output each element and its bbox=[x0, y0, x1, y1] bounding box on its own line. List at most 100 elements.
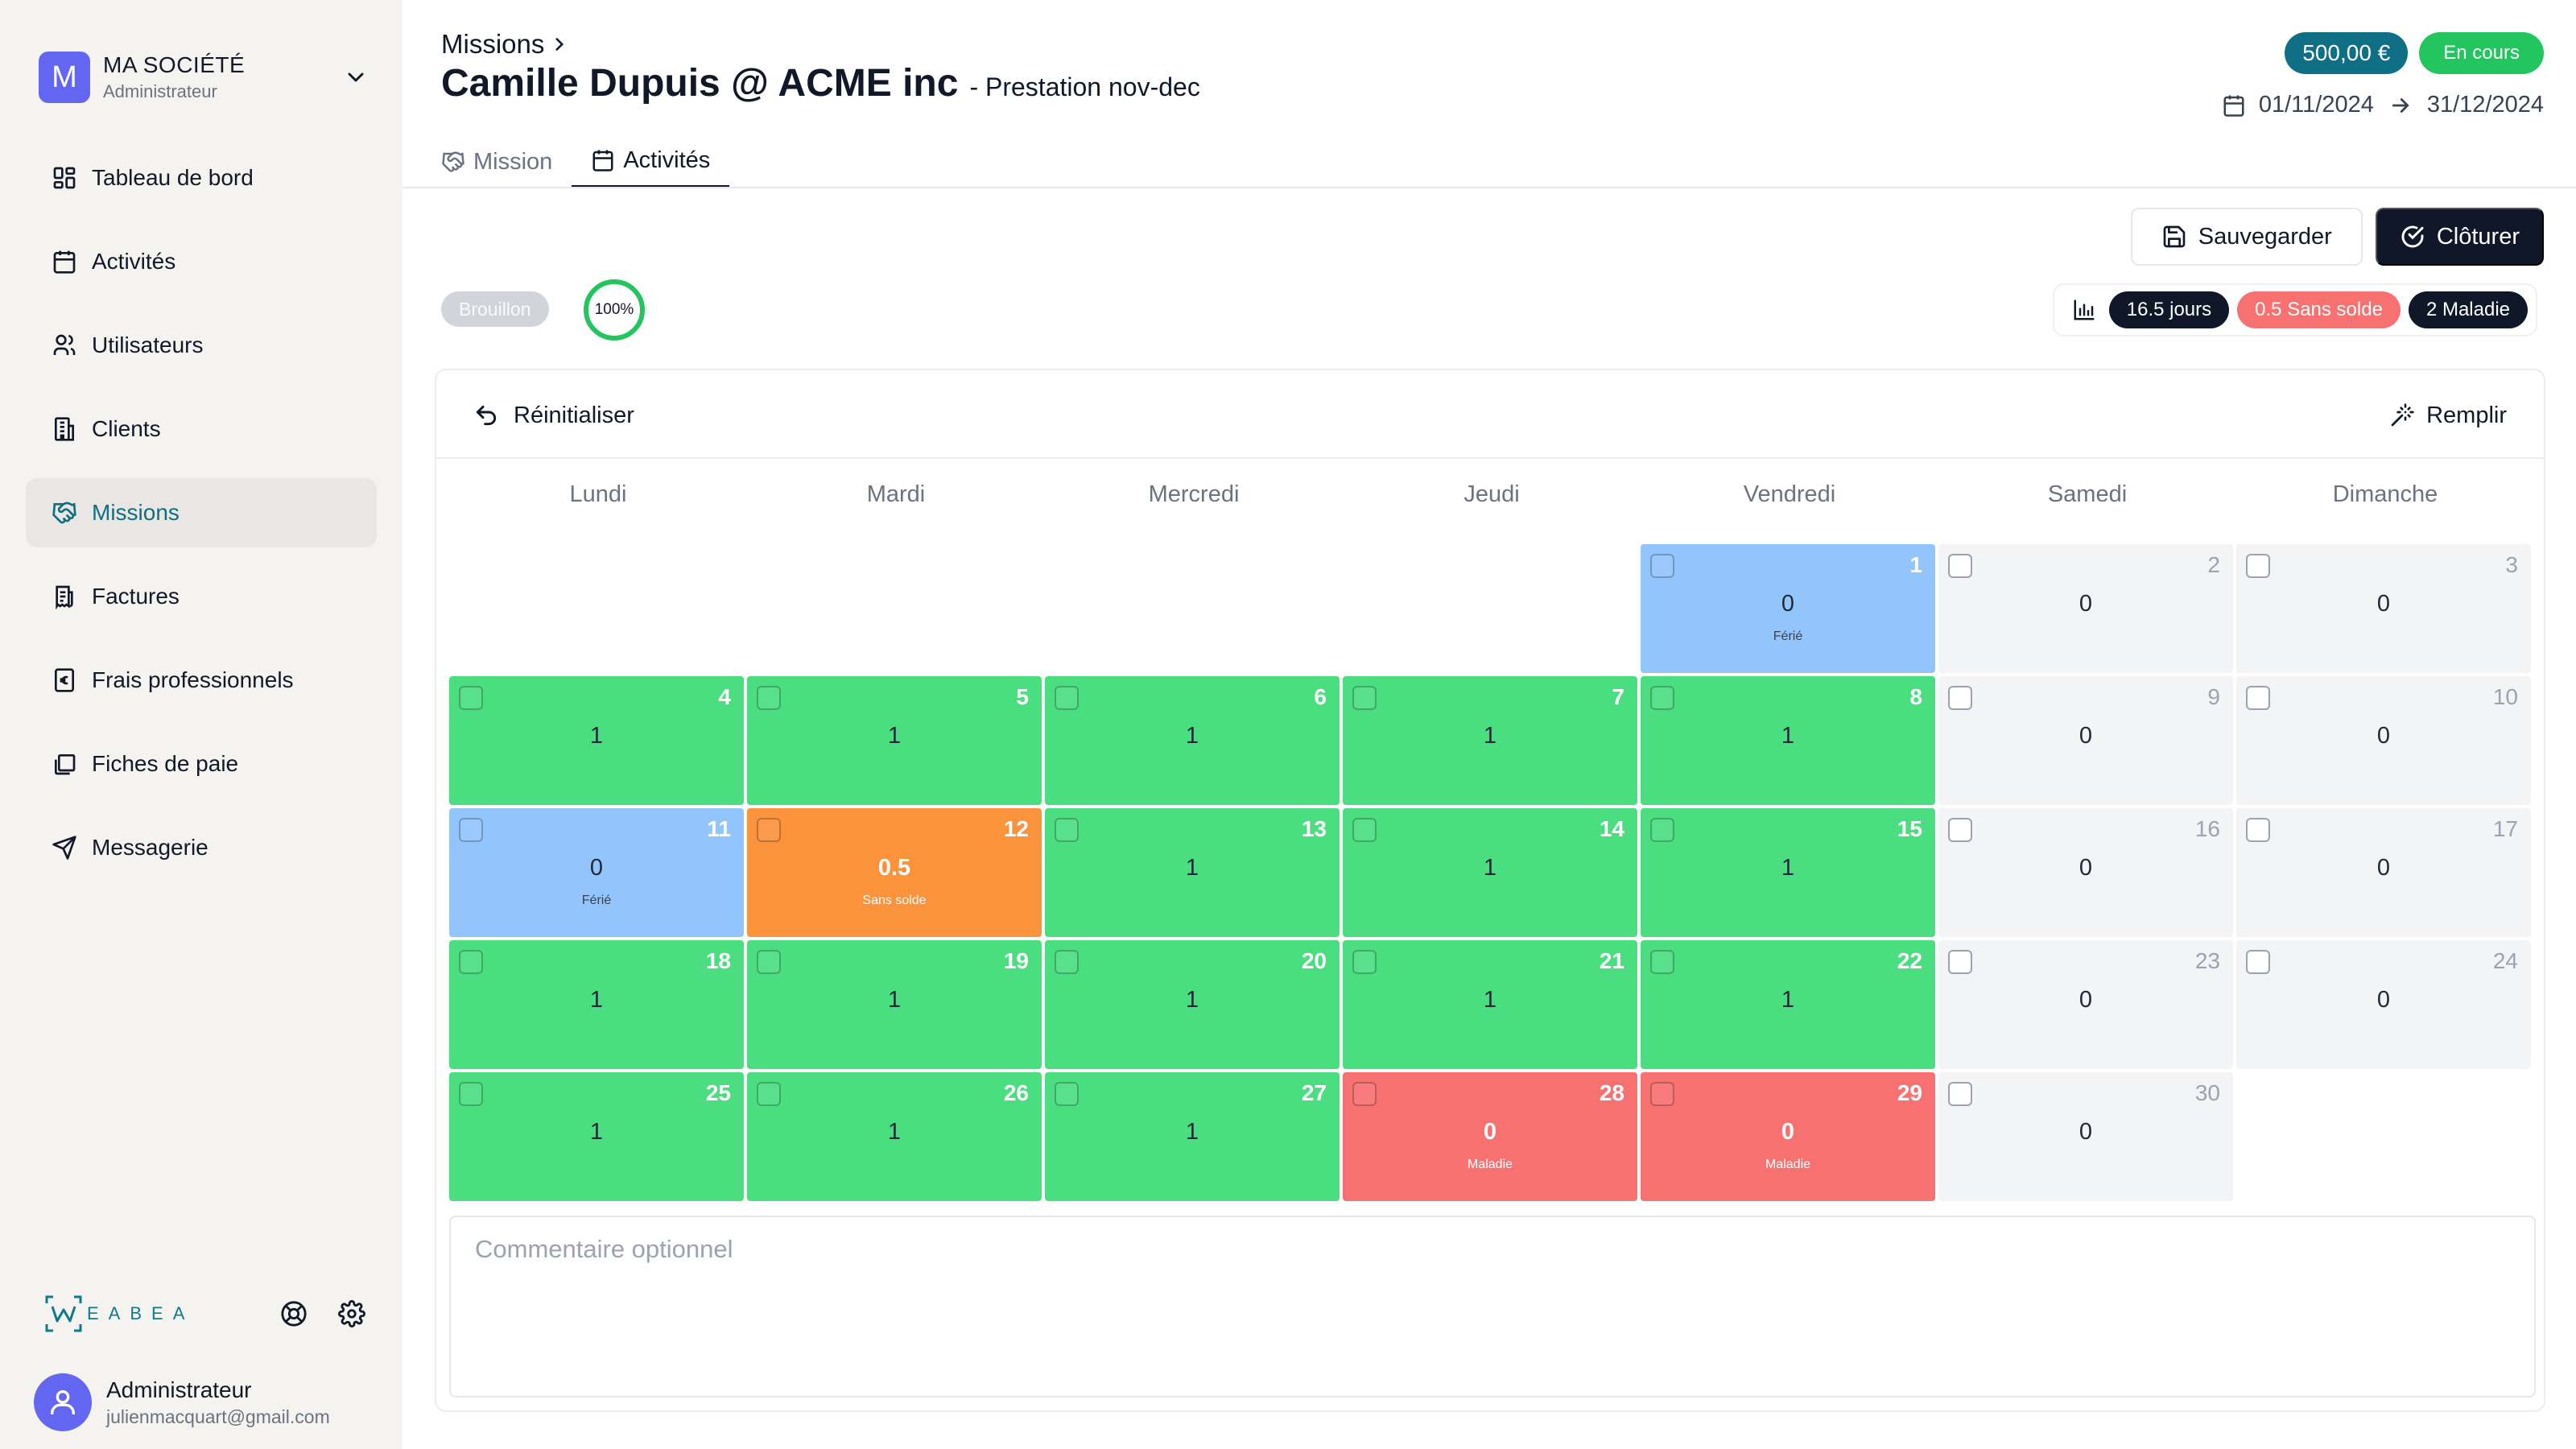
day-checkbox[interactable] bbox=[1055, 818, 1079, 842]
day-value[interactable]: 0 bbox=[2079, 987, 2093, 1013]
help-lifebuoy-icon[interactable] bbox=[280, 1300, 308, 1327]
day-checkbox[interactable] bbox=[1055, 1082, 1079, 1106]
day-value[interactable]: 0.5 bbox=[877, 855, 911, 881]
day-value[interactable]: 0 bbox=[2079, 591, 2093, 617]
day-checkbox[interactable] bbox=[757, 1082, 781, 1106]
sidebar-item-messaging[interactable]: Messagerie bbox=[26, 813, 377, 882]
calendar-day-cell[interactable]: 29 0 Maladie bbox=[1641, 1072, 1935, 1201]
day-value[interactable]: 1 bbox=[1185, 1119, 1199, 1145]
day-checkbox[interactable] bbox=[1650, 818, 1674, 842]
day-value[interactable]: 0 bbox=[1483, 1119, 1497, 1145]
day-value[interactable]: 0 bbox=[2376, 591, 2391, 617]
day-checkbox[interactable] bbox=[1948, 554, 1972, 578]
gear-icon[interactable] bbox=[338, 1300, 365, 1327]
day-value[interactable]: 1 bbox=[887, 1119, 902, 1145]
chevron-down-icon[interactable] bbox=[343, 64, 369, 90]
breadcrumb-missions[interactable]: Missions bbox=[441, 29, 545, 59]
reset-button[interactable]: Réinitialiser bbox=[473, 394, 634, 436]
day-checkbox[interactable] bbox=[2246, 554, 2270, 578]
calendar-day-cell[interactable]: 20 1 bbox=[1045, 940, 1340, 1069]
calendar-day-cell[interactable]: 30 0 bbox=[1938, 1072, 2233, 1201]
day-checkbox[interactable] bbox=[1055, 686, 1079, 710]
day-value[interactable]: 0 bbox=[2079, 1119, 2093, 1145]
calendar-day-cell[interactable]: 12 0.5 Sans solde bbox=[747, 808, 1042, 937]
day-value[interactable]: 1 bbox=[1781, 723, 1795, 749]
company-switcher[interactable]: M MA SOCIÉTÉ Administrateur bbox=[39, 50, 369, 105]
day-checkbox[interactable] bbox=[2246, 818, 2270, 842]
sidebar-item-activities[interactable]: Activités bbox=[26, 227, 377, 296]
breadcrumb[interactable]: Missions bbox=[441, 29, 570, 60]
day-value[interactable]: 1 bbox=[589, 1119, 604, 1145]
day-checkbox[interactable] bbox=[459, 818, 483, 842]
calendar-day-cell[interactable]: 16 0 bbox=[1938, 808, 2233, 937]
day-value[interactable]: 0 bbox=[2079, 723, 2093, 749]
calendar-day-cell[interactable]: 11 0 Férié bbox=[449, 808, 744, 937]
day-value[interactable]: 1 bbox=[1781, 855, 1795, 881]
day-value[interactable]: 1 bbox=[1781, 987, 1795, 1013]
day-value[interactable]: 1 bbox=[589, 987, 604, 1013]
calendar-day-cell[interactable]: 22 1 bbox=[1641, 940, 1935, 1069]
day-checkbox[interactable] bbox=[2246, 686, 2270, 710]
day-checkbox[interactable] bbox=[1948, 686, 1972, 710]
calendar-day-cell[interactable]: 27 1 bbox=[1045, 1072, 1340, 1201]
day-value[interactable]: 0 bbox=[1781, 591, 1795, 617]
day-checkbox[interactable] bbox=[1948, 1082, 1972, 1106]
day-value[interactable]: 0 bbox=[1781, 1119, 1795, 1145]
calendar-day-cell[interactable]: 18 1 bbox=[449, 940, 744, 1069]
day-checkbox[interactable] bbox=[1352, 686, 1377, 710]
day-value[interactable]: 1 bbox=[1483, 987, 1497, 1013]
day-checkbox[interactable] bbox=[459, 1082, 483, 1106]
sidebar-item-clients[interactable]: Clients bbox=[26, 394, 377, 464]
day-checkbox[interactable] bbox=[459, 686, 483, 710]
fill-button[interactable]: Remplir bbox=[2389, 394, 2507, 436]
day-checkbox[interactable] bbox=[1650, 686, 1674, 710]
calendar-day-cell[interactable]: 23 0 bbox=[1938, 940, 2233, 1069]
tab-activities[interactable]: Activités bbox=[572, 135, 730, 188]
calendar-day-cell[interactable]: 26 1 bbox=[747, 1072, 1042, 1201]
day-checkbox[interactable] bbox=[1352, 950, 1377, 974]
day-checkbox[interactable] bbox=[1650, 1082, 1674, 1106]
day-value[interactable]: 1 bbox=[1483, 723, 1497, 749]
calendar-day-cell[interactable]: 14 1 bbox=[1343, 808, 1637, 937]
close-activity-button[interactable]: Clôturer bbox=[2375, 208, 2544, 266]
tab-mission[interactable]: Mission bbox=[441, 135, 552, 188]
calendar-day-cell[interactable]: 15 1 bbox=[1641, 808, 1935, 937]
day-checkbox[interactable] bbox=[459, 950, 483, 974]
sidebar-item-expenses[interactable]: Frais professionnels bbox=[26, 646, 377, 715]
sidebar-item-users[interactable]: Utilisateurs bbox=[26, 311, 377, 380]
day-value[interactable]: 0 bbox=[2376, 855, 2391, 881]
sidebar-item-payslips[interactable]: Fiches de paie bbox=[26, 729, 377, 799]
calendar-day-cell[interactable]: 10 0 bbox=[2236, 676, 2531, 805]
day-checkbox[interactable] bbox=[757, 818, 781, 842]
day-checkbox[interactable] bbox=[2246, 950, 2270, 974]
calendar-day-cell[interactable]: 17 0 bbox=[2236, 808, 2531, 937]
day-checkbox[interactable] bbox=[1948, 950, 1972, 974]
calendar-day-cell[interactable]: 28 0 Maladie bbox=[1343, 1072, 1637, 1201]
day-value[interactable]: 1 bbox=[589, 723, 604, 749]
day-value[interactable]: 1 bbox=[887, 723, 902, 749]
calendar-day-cell[interactable]: 1 0 Férié bbox=[1641, 544, 1935, 673]
day-value[interactable]: 1 bbox=[1483, 855, 1497, 881]
calendar-day-cell[interactable]: 21 1 bbox=[1343, 940, 1637, 1069]
day-checkbox[interactable] bbox=[1055, 950, 1079, 974]
day-checkbox[interactable] bbox=[1352, 1082, 1377, 1106]
day-value[interactable]: 0 bbox=[2079, 855, 2093, 881]
day-checkbox[interactable] bbox=[757, 686, 781, 710]
day-checkbox[interactable] bbox=[1650, 554, 1674, 578]
calendar-day-cell[interactable]: 25 1 bbox=[449, 1072, 744, 1201]
sidebar-item-dashboard[interactable]: Tableau de bord bbox=[26, 143, 377, 213]
current-user[interactable]: Administrateur julienmacquart@gmail.com bbox=[34, 1372, 388, 1433]
day-value[interactable]: 1 bbox=[1185, 723, 1199, 749]
day-value[interactable]: 1 bbox=[1185, 855, 1199, 881]
sidebar-item-invoices[interactable]: Factures bbox=[26, 562, 377, 631]
day-value[interactable]: 1 bbox=[887, 987, 902, 1013]
day-checkbox[interactable] bbox=[1948, 818, 1972, 842]
day-checkbox[interactable] bbox=[757, 950, 781, 974]
